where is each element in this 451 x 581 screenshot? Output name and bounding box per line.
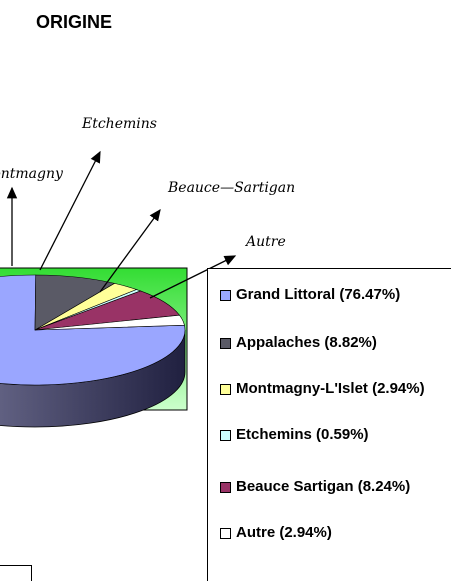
- legend-swatch: [220, 384, 231, 395]
- legend-swatch: [220, 290, 231, 301]
- legend-label: Beauce Sartigan (8.24%): [236, 478, 411, 495]
- legend-item: Beauce Sartigan (8.24%): [220, 479, 445, 494]
- legend-label: Etchemins (0.59%): [236, 426, 369, 443]
- arrow: [99, 208, 161, 293]
- arrow: [39, 150, 101, 271]
- legend-label: Appalaches (8.82%): [236, 334, 377, 351]
- legend-swatch: [220, 528, 231, 539]
- legend-label: Autre (2.94%): [236, 524, 332, 541]
- annotation: Etchemins: [81, 116, 157, 132]
- annotation: Beauce—Sartigan: [167, 180, 295, 196]
- pie-slice: [0, 274, 186, 386]
- legend-label: Grand Littoral (76.47%): [236, 286, 401, 303]
- legend-swatch: [220, 338, 231, 349]
- legend-item: Montmagny-L'Islet (2.94%): [220, 381, 445, 396]
- pie: [0, 274, 186, 428]
- legend-item: Grand Littoral (76.47%): [220, 287, 445, 302]
- arrows: [6, 150, 237, 299]
- legend: Grand Littoral (76.47%) Appalaches (8.82%…: [207, 268, 451, 581]
- box: [0, 565, 32, 581]
- legend-swatch: [220, 482, 231, 493]
- annotation: Montmagny: [0, 166, 64, 182]
- legend-item: Autre (2.94%): [220, 525, 445, 540]
- pie-slice: [34, 274, 116, 331]
- legend-item: Appalaches (8.82%): [220, 335, 445, 350]
- arrow: [149, 255, 237, 299]
- chart-title: ORIGINE: [36, 12, 113, 32]
- annotation: Autre: [244, 234, 286, 250]
- legend-swatch: [220, 430, 231, 441]
- legend-item: Etchemins (0.59%): [220, 427, 445, 442]
- legend-label: Montmagny-L'Islet (2.94%): [236, 380, 425, 397]
- pie-slice: [34, 314, 185, 331]
